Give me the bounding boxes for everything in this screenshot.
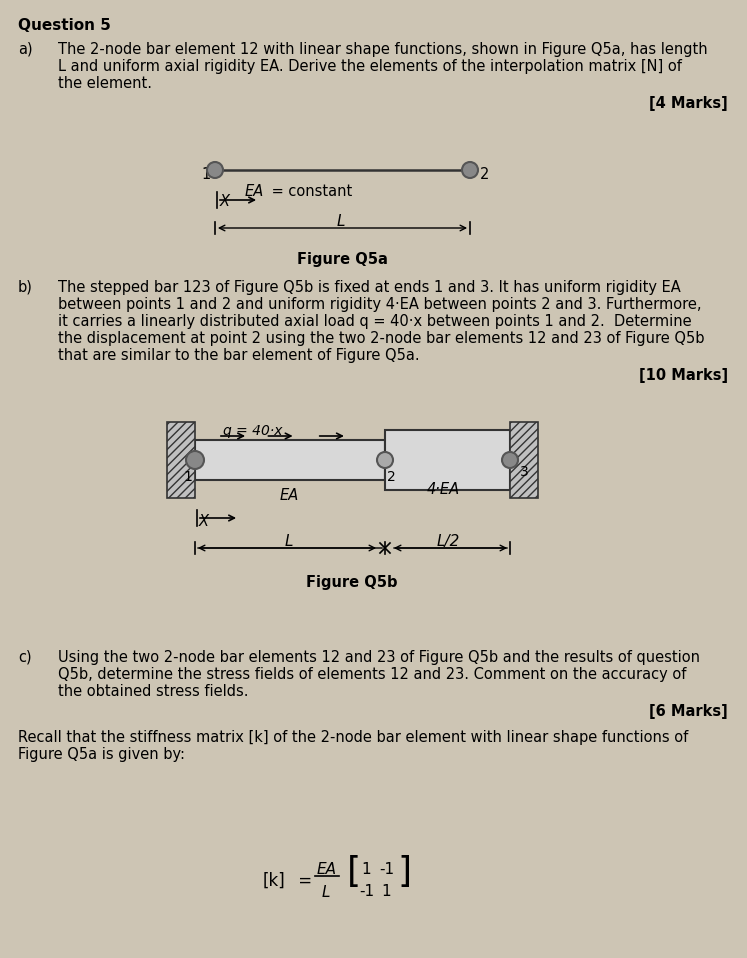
Text: b): b)	[18, 280, 33, 295]
Text: 1: 1	[183, 470, 192, 484]
Text: the element.: the element.	[58, 76, 152, 91]
Bar	[385, 430, 510, 490]
Ellipse shape	[207, 162, 223, 178]
Text: 4·EA: 4·EA	[427, 482, 460, 497]
Text: EA: EA	[317, 862, 337, 877]
Text: X: X	[220, 194, 230, 209]
Text: it carries a linearly distributed axial load q = 40·x between points 1 and 2.  D: it carries a linearly distributed axial …	[58, 314, 692, 329]
Text: a): a)	[18, 42, 33, 57]
Text: Figure Q5b: Figure Q5b	[306, 575, 397, 590]
Text: Figure Q5a: Figure Q5a	[297, 252, 388, 267]
Text: 1: 1	[361, 862, 371, 877]
Text: [: [	[347, 855, 361, 889]
Bar	[195, 440, 385, 480]
Text: [6 Marks]: [6 Marks]	[649, 704, 728, 719]
Text: Using the two 2-node bar elements 12 and 23 of Figure Q5b and the results of que: Using the two 2-node bar elements 12 and…	[58, 650, 700, 665]
Bar	[167, 422, 195, 498]
Text: L: L	[337, 214, 346, 229]
Bar	[510, 422, 538, 498]
Text: -1: -1	[379, 862, 394, 877]
Text: between points 1 and 2 and uniform rigidity 4·EA between points 2 and 3. Further: between points 1 and 2 and uniform rigid…	[58, 297, 701, 312]
Text: the displacement at point 2 using the two 2-node bar elements 12 and 23 of Figur: the displacement at point 2 using the tw…	[58, 331, 704, 346]
Text: 3: 3	[520, 465, 529, 479]
Text: q = 40·x: q = 40·x	[223, 424, 282, 438]
Text: L/2: L/2	[437, 534, 460, 549]
Text: The stepped bar 123 of Figure Q5b is fixed at ends 1 and 3. It has uniform rigid: The stepped bar 123 of Figure Q5b is fix…	[58, 280, 681, 295]
Text: L and uniform axial rigidity EA. Derive the elements of the interpolation matrix: L and uniform axial rigidity EA. Derive …	[58, 59, 682, 74]
Ellipse shape	[462, 162, 478, 178]
Ellipse shape	[377, 452, 393, 468]
Ellipse shape	[186, 451, 204, 469]
Text: [4 Marks]: [4 Marks]	[649, 96, 728, 111]
Text: The 2-node bar element 12 with linear shape functions, shown in Figure Q5a, has : The 2-node bar element 12 with linear sh…	[58, 42, 707, 57]
Text: that are similar to the bar element of Figure Q5a.: that are similar to the bar element of F…	[58, 348, 420, 363]
Text: Question 5: Question 5	[18, 18, 111, 33]
Text: [10 Marks]: [10 Marks]	[639, 368, 728, 383]
Text: L: L	[285, 534, 294, 549]
Text: the obtained stress fields.: the obtained stress fields.	[58, 684, 249, 699]
Text: Recall that the stiffness matrix [k] of the 2-node bar element with linear shape: Recall that the stiffness matrix [k] of …	[18, 730, 688, 745]
Ellipse shape	[502, 452, 518, 468]
Text: 1: 1	[381, 884, 391, 899]
Text: = constant: = constant	[267, 184, 353, 199]
Text: 1: 1	[201, 167, 210, 182]
Text: Figure Q5a is given by:: Figure Q5a is given by:	[18, 747, 185, 762]
Text: 2: 2	[480, 167, 489, 182]
Text: -1: -1	[359, 884, 374, 899]
Text: X: X	[199, 514, 209, 529]
Text: Q5b, determine the stress fields of elements 12 and 23. Comment on the accuracy : Q5b, determine the stress fields of elem…	[58, 667, 686, 682]
Text: c): c)	[18, 650, 31, 665]
Text: =: =	[293, 872, 312, 890]
Text: [k]: [k]	[263, 872, 286, 890]
Text: 2: 2	[387, 470, 396, 484]
Text: EA: EA	[245, 184, 264, 199]
Text: ]: ]	[397, 855, 411, 889]
Text: EA: EA	[280, 488, 300, 503]
Text: L: L	[322, 885, 330, 900]
